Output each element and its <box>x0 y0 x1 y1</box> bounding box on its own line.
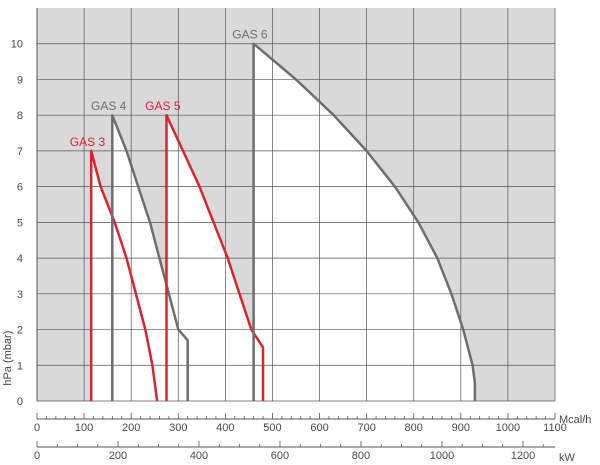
y-tick-label: 10 <box>11 39 23 51</box>
grid-lines <box>36 8 556 402</box>
mcal-tick-label: 600 <box>310 422 328 434</box>
series-label-1: GAS 3 <box>70 135 106 149</box>
kw-tick-label: 1000 <box>430 450 454 462</box>
kw-tick-label: 1200 <box>511 450 535 462</box>
mcal-tick-label: 500 <box>263 422 281 434</box>
y-tick-label: 6 <box>17 182 23 194</box>
kw-tick-label: 0 <box>34 450 40 462</box>
series-lines <box>89 42 477 402</box>
series-label-2: GAS 4 <box>91 99 127 113</box>
series-labels: GAS 3 GAS 4 GAS 5 GAS 6 <box>70 28 268 149</box>
kw-tick-label: 200 <box>109 450 127 462</box>
y-tick-label: 1 <box>17 360 23 372</box>
mcal-tick-label: 1100 <box>543 422 567 434</box>
kw-tick-label: 600 <box>271 450 289 462</box>
series-label-4: GAS 6 <box>232 28 268 42</box>
y-tick-label: 0 <box>17 396 23 408</box>
series-line-1 <box>89 149 159 402</box>
mcal-tick-label: 100 <box>75 422 93 434</box>
series-label-3: GAS 5 <box>145 99 181 113</box>
mcal-tick-label: 300 <box>169 422 187 434</box>
series-line-2 <box>111 113 189 401</box>
mcal-unit-label: Mcal/h <box>559 414 591 426</box>
y-tick-label: 2 <box>17 325 23 337</box>
x-axis-mcal: 0 100 200 300 400 500 600 700 800 900 1000 1100Mcal… <box>34 413 591 434</box>
mcal-tick-label: 0 <box>34 422 40 434</box>
mcal-tick-label: 200 <box>122 422 140 434</box>
y-tick-label: 5 <box>17 217 23 229</box>
y-tick-label: 9 <box>17 74 23 86</box>
x-axis-kw: 0 200 400 600 800 1000 1200 kW <box>34 441 576 464</box>
mcal-tick-label: 900 <box>452 422 470 434</box>
kw-tick-label: 400 <box>190 450 208 462</box>
mcal-tick-label: 400 <box>216 422 234 434</box>
mcal-tick-label: 800 <box>405 422 423 434</box>
mcal-tick-label: 1000 <box>496 422 520 434</box>
y-axis-title: hPa (mbar) <box>2 331 14 386</box>
y-tick-label: 8 <box>17 110 23 122</box>
y-tick-label: 4 <box>17 253 23 265</box>
series-line-3 <box>165 113 265 401</box>
mcal-tick-label: 700 <box>357 422 375 434</box>
series-line-4 <box>252 42 477 401</box>
y-tick-label: 7 <box>17 146 23 158</box>
y-tick-label: 3 <box>17 289 23 301</box>
y-axis: 0 1 2 3 4 5 6 7 8 9 10 <box>11 8 38 408</box>
kw-tick-label: 800 <box>352 450 370 462</box>
kw-unit-label: kW <box>559 452 576 464</box>
